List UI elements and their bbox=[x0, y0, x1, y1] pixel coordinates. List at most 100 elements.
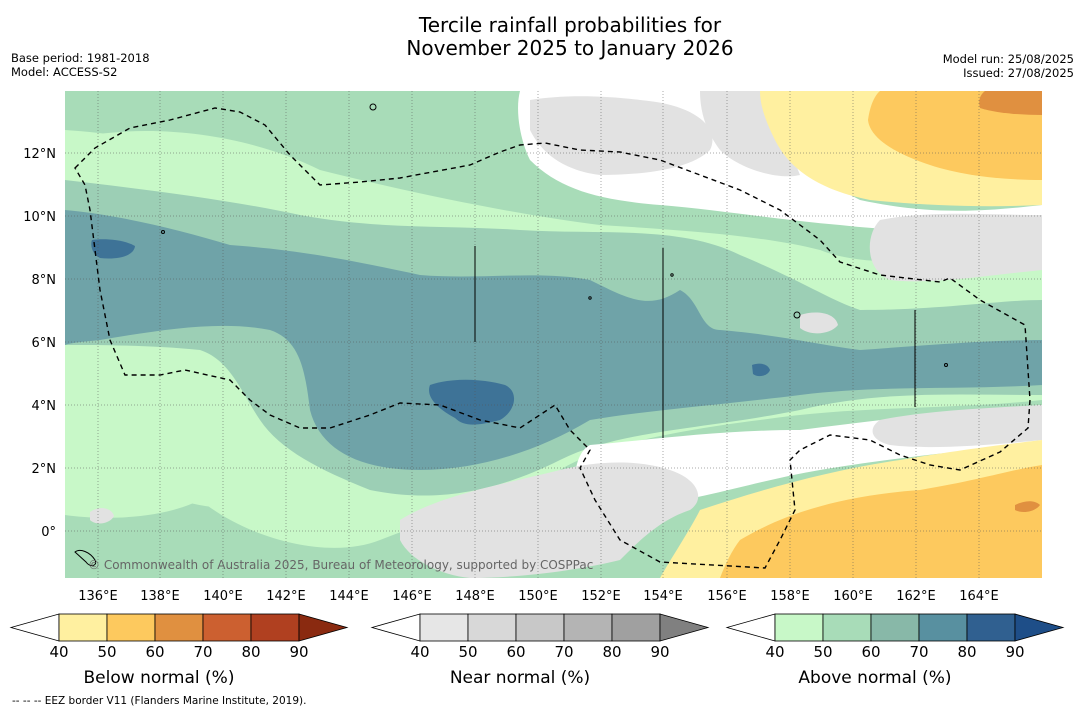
longitude-label: 142°E bbox=[266, 589, 306, 604]
latitude-label: 2°N bbox=[32, 462, 57, 477]
colorbar-segment bbox=[106, 613, 156, 642]
colorbar-segment bbox=[918, 613, 968, 642]
base-period: Base period: 1981-2018 bbox=[11, 51, 150, 65]
colorbar-low-arrow bbox=[9, 613, 60, 642]
colorbar bbox=[370, 613, 710, 642]
latitude-label: 10°N bbox=[23, 210, 56, 225]
title-line-2: November 2025 to January 2026 bbox=[406, 36, 734, 60]
near-normal-region-east bbox=[869, 213, 1042, 282]
below-60-region-ne bbox=[979, 91, 1042, 115]
longitude-label: 150°E bbox=[518, 589, 558, 604]
colorbar-tick-label: 70 bbox=[554, 643, 574, 661]
colorbar-tick-label: 70 bbox=[193, 643, 213, 661]
colorbar-high-arrow bbox=[1014, 613, 1065, 642]
colorbar-segment bbox=[202, 613, 252, 642]
latitude-labels: 12°N 10°N 8°N 6°N 4°N 2°N 0° bbox=[23, 147, 56, 540]
colorbar-tick-label: 50 bbox=[458, 643, 478, 661]
near-normal-region-west bbox=[90, 508, 114, 524]
longitude-label: 160°E bbox=[833, 589, 873, 604]
above-70-region-a bbox=[429, 379, 515, 425]
latitude-label: 6°N bbox=[32, 336, 57, 351]
latitude-label: 8°N bbox=[32, 273, 57, 288]
copyright-watermark: © Commonwealth of Australia 2025, Bureau… bbox=[88, 558, 594, 572]
longitude-label: 154°E bbox=[643, 589, 683, 604]
colorbar-segment bbox=[966, 613, 1016, 642]
below-50-region-ne bbox=[868, 91, 1042, 180]
map-title: Tercile rainfall probabilities for Novem… bbox=[0, 14, 1085, 60]
colorbar-segment bbox=[467, 613, 517, 642]
above-70-region-b bbox=[91, 239, 135, 259]
below-60-region-se bbox=[1015, 501, 1040, 513]
colorbar-tick-label: 80 bbox=[957, 643, 977, 661]
latitude-label: 4°N bbox=[32, 399, 57, 414]
longitude-label: 144°E bbox=[329, 589, 369, 604]
colorbar-tick-label: 40 bbox=[410, 643, 430, 661]
colorbar-tick-label: 40 bbox=[765, 643, 785, 661]
meta-left: Base period: 1981-2018 Model: ACCESS-S2 bbox=[11, 51, 150, 79]
colorbar-tick-label: 50 bbox=[97, 643, 117, 661]
islands bbox=[74, 103, 948, 567]
above-40-region-top bbox=[65, 130, 283, 192]
longitude-label: 146°E bbox=[392, 589, 432, 604]
below-50-region-se bbox=[720, 465, 1042, 578]
issued-date: Issued: 27/08/2025 bbox=[963, 66, 1074, 80]
longitude-label: 164°E bbox=[959, 589, 999, 604]
colorbar-tick-label: 60 bbox=[861, 643, 881, 661]
above-40-region-sw bbox=[65, 368, 223, 518]
longitude-label: 158°E bbox=[770, 589, 810, 604]
colorbar-segment bbox=[515, 613, 565, 642]
colorbar-tick-label: 90 bbox=[1005, 643, 1025, 661]
colorbar-segment bbox=[563, 613, 613, 642]
footer-note: -- -- -- EEZ border V11 (Flanders Marine… bbox=[12, 695, 307, 707]
colorbar-segment bbox=[774, 613, 824, 642]
colorbars bbox=[9, 613, 1065, 642]
colorbar-segment bbox=[870, 613, 920, 642]
colorbar-tick-label: 90 bbox=[289, 643, 309, 661]
map-gridlines-lat bbox=[65, 152, 1042, 532]
above-70-region-c bbox=[752, 363, 770, 377]
model-name: Model: ACCESS-S2 bbox=[11, 65, 118, 79]
latitude-label: 12°N bbox=[23, 147, 56, 162]
longitude-label: 162°E bbox=[896, 589, 936, 604]
colorbar bbox=[725, 613, 1065, 642]
longitude-label: 136°E bbox=[78, 589, 118, 604]
model-run: Model run: 25/08/2025 bbox=[942, 52, 1074, 66]
near-normal-region-east2 bbox=[872, 405, 1042, 448]
latitude-label: 0° bbox=[41, 525, 56, 540]
above-60-region bbox=[65, 210, 1042, 470]
colorbar-segment bbox=[58, 613, 108, 642]
longitude-label: 148°E bbox=[455, 589, 495, 604]
colorbar-low-arrow bbox=[725, 613, 776, 642]
longitude-label: 140°E bbox=[203, 589, 243, 604]
near-normal-region-islet bbox=[800, 312, 838, 334]
longitude-label: 152°E bbox=[581, 589, 621, 604]
colorbar-tick-label: 70 bbox=[909, 643, 929, 661]
colorbar-high-arrow bbox=[298, 613, 349, 642]
colorbar-title: Below normal (%) bbox=[83, 668, 235, 688]
colorbar-segment bbox=[419, 613, 469, 642]
colorbar-tick-label: 80 bbox=[602, 643, 622, 661]
colorbar-tick-label: 50 bbox=[813, 643, 833, 661]
eez-border bbox=[74, 107, 1031, 569]
colorbar-low-arrow bbox=[370, 613, 421, 642]
colorbar-tick-label: 60 bbox=[506, 643, 526, 661]
colorbar-tick-label: 60 bbox=[145, 643, 165, 661]
colorbar-segment bbox=[822, 613, 872, 642]
colorbar-tick-label: 40 bbox=[49, 643, 69, 661]
title-line-1: Tercile rainfall probabilities for bbox=[418, 13, 722, 37]
meta-right: Model run: 25/08/2025 Issued: 27/08/2025 bbox=[943, 52, 1074, 80]
map-area bbox=[65, 91, 1042, 578]
colorbar-title: Near normal (%) bbox=[449, 668, 591, 688]
colorbar-tick-label: 90 bbox=[650, 643, 670, 661]
longitude-label: 138°E bbox=[140, 589, 180, 604]
near-normal-region-top bbox=[530, 96, 713, 175]
colorbar-tick-label: 80 bbox=[241, 643, 261, 661]
near-normal-region-south bbox=[400, 462, 699, 578]
colorbar-segment bbox=[154, 613, 204, 642]
longitude-labels: 136°E 138°E 140°E 142°E 144°E 146°E 148°E 150°E… bbox=[78, 589, 999, 604]
colorbar-title: Above normal (%) bbox=[798, 668, 952, 688]
longitude-label: 156°E bbox=[707, 589, 747, 604]
colorbar-segment bbox=[250, 613, 300, 642]
colorbar bbox=[9, 613, 349, 642]
